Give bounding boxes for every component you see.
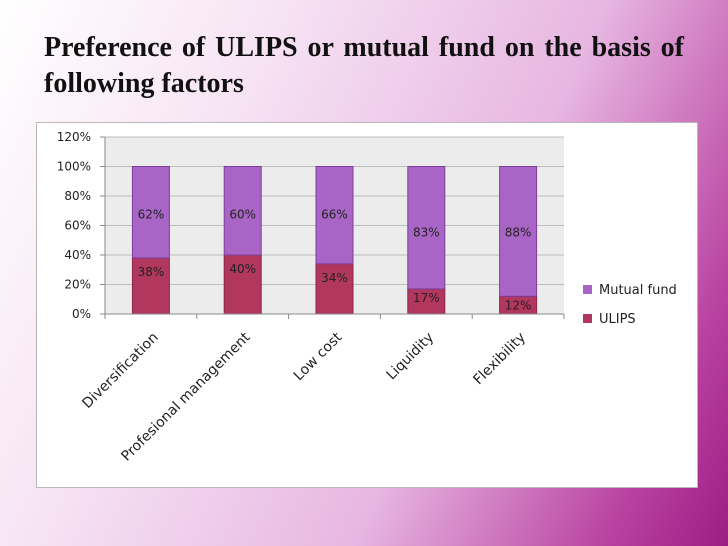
mutual-fund-bar bbox=[315, 166, 354, 265]
y-tick-label: 0% bbox=[72, 307, 91, 321]
slide-title: Preference of ULIPS or mutual fund on th… bbox=[44, 32, 684, 99]
stacked-bar-chart: 38% 62% 40% 60% 34% 66% 17% 83% 12% 88% 0% 20% 40% 6… bbox=[36, 122, 698, 488]
y-tick-label: 60% bbox=[64, 219, 91, 233]
mutual-fund-value-label: 88% bbox=[505, 226, 532, 240]
y-tick-label: 80% bbox=[64, 189, 91, 203]
ulips-value-label: 40% bbox=[229, 262, 256, 276]
data-labels: 38% 62% 40% 60% 34% 66% 17% 83% 12% 88% bbox=[138, 208, 532, 313]
chart-svg: 38% 62% 40% 60% 34% 66% 17% 83% 12% 88% 0% 20% 40% 6… bbox=[57, 130, 677, 465]
y-tick-label: 100% bbox=[57, 160, 91, 174]
mutual-fund-value-label: 60% bbox=[229, 208, 256, 222]
category-label: Diversification bbox=[79, 330, 161, 412]
legend-label-mutual-fund: Mutual fund bbox=[599, 283, 677, 298]
mutual-fund-value-label: 66% bbox=[321, 208, 348, 222]
legend-label-ulips: ULIPS bbox=[599, 312, 636, 327]
ulips-bar bbox=[315, 263, 354, 315]
category-label: Low cost bbox=[291, 329, 346, 384]
legend-swatch-ulips bbox=[583, 314, 592, 323]
mutual-fund-bar bbox=[223, 166, 262, 256]
mutual-fund-bar bbox=[499, 166, 538, 297]
mutual-fund-value-label: 83% bbox=[413, 226, 440, 240]
category-label: Liquidity bbox=[383, 330, 437, 384]
ulips-value-label: 34% bbox=[321, 271, 348, 285]
y-tick-label: 40% bbox=[64, 248, 91, 262]
legend: Mutual fund ULIPS bbox=[583, 283, 677, 327]
mutual-fund-value-label: 62% bbox=[138, 208, 165, 222]
mutual-fund-bar bbox=[131, 166, 170, 259]
ulips-value-label: 17% bbox=[413, 291, 440, 305]
ulips-value-label: 38% bbox=[138, 265, 165, 279]
legend-swatch-mutual-fund bbox=[583, 285, 592, 294]
category-label: Flexibility bbox=[470, 330, 529, 389]
ulips-bar bbox=[407, 288, 446, 315]
y-tick-label: 120% bbox=[57, 130, 91, 144]
ulips-value-label: 12% bbox=[505, 298, 532, 312]
mutual-fund-bar bbox=[407, 166, 446, 290]
y-tick-label: 20% bbox=[64, 278, 91, 292]
